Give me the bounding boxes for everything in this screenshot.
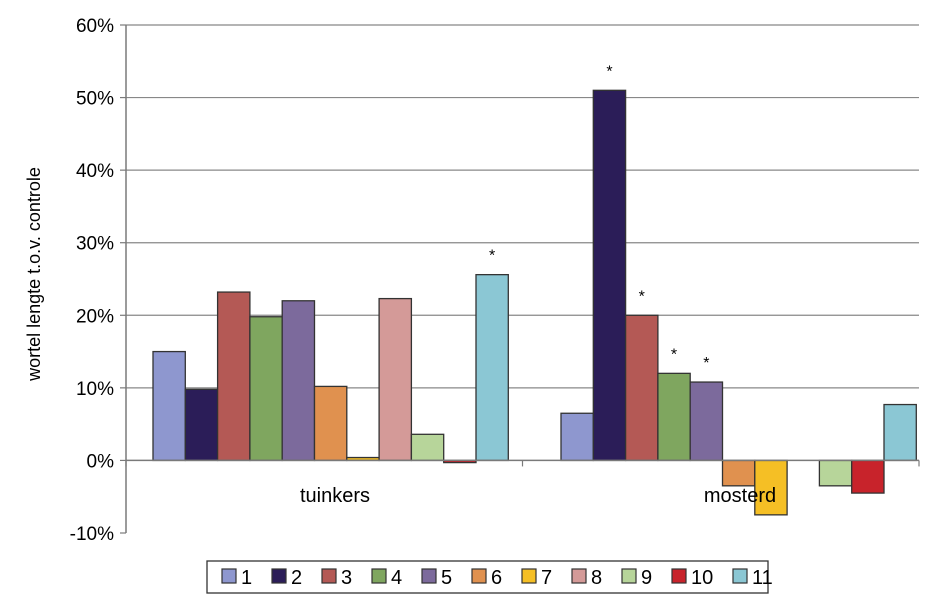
bar-tuinkers-3 (216, 291, 251, 462)
y-tick-label: 50% (76, 89, 114, 110)
bar-mosterd-6 (721, 459, 756, 487)
bar-mosterd-3 (624, 314, 659, 462)
y-tick-label: -10% (70, 524, 114, 545)
bar-mosterd-1 (560, 412, 594, 462)
legend-swatch (471, 568, 487, 584)
legend-swatch (371, 568, 387, 584)
significance-star: * (606, 63, 612, 80)
bar-mosterd-9 (818, 459, 853, 487)
legend: 1 2 3 4 5 6 7 8 9 10 11 (206, 560, 773, 594)
legend-label: 8 (591, 567, 602, 589)
legend-label: 9 (641, 567, 652, 589)
bar-tuinkers-4 (249, 316, 283, 462)
y-tick-label: 40% (76, 161, 114, 182)
legend-box (206, 560, 769, 594)
significance-star: * (703, 355, 709, 372)
bar-tuinkers-5 (281, 300, 316, 462)
legend-label: 5 (441, 567, 452, 589)
bar-tuinkers-9 (410, 433, 445, 462)
bar-tuinkers-2 (184, 388, 219, 462)
legend-label: 4 (391, 567, 402, 589)
bar-mosterd-5 (689, 381, 724, 462)
bar-tuinkers-11 (475, 273, 509, 462)
legend-label: 11 (752, 567, 773, 589)
legend-label: 1 (241, 567, 252, 589)
legend-swatch (621, 568, 637, 584)
y-tick-label: 0% (87, 451, 115, 472)
legend-label: 2 (291, 567, 302, 589)
legend-swatch (321, 568, 337, 584)
legend-swatch (571, 568, 587, 584)
y-axis-label: wortel lengte t.o.v. controle (24, 167, 44, 382)
legend-label: 10 (691, 567, 713, 589)
y-tick-label: 20% (76, 306, 114, 327)
significance-star: * (671, 346, 677, 363)
bar-tuinkers-6 (313, 385, 348, 462)
category-labels: tuinkers mosterd (300, 485, 776, 507)
legend-swatch (671, 568, 687, 584)
bar-mosterd-11 (883, 403, 917, 462)
legend-label: 6 (491, 567, 502, 589)
legend-swatch (271, 568, 287, 584)
significance-markers: * * * * * (489, 63, 709, 372)
y-tick-label: 60% (76, 16, 114, 37)
legend-swatch (521, 568, 537, 584)
y-axis-ticks: 60% 50% 40% 30% 20% 10% 0% -10% (70, 16, 920, 545)
category-label: mosterd (704, 485, 776, 507)
legend-swatch (421, 568, 437, 584)
bar-mosterd-7 (754, 459, 788, 516)
bar-mosterd-2 (592, 89, 627, 462)
legend-label: 3 (341, 567, 352, 589)
category-label: tuinkers (300, 485, 370, 507)
bars (152, 89, 917, 516)
legend-swatch (221, 568, 237, 584)
significance-star: * (639, 288, 645, 305)
bar-mosterd-10 (851, 459, 885, 494)
legend-swatch (732, 568, 748, 584)
legend-label: 7 (541, 567, 552, 589)
y-tick-label: 10% (76, 379, 114, 400)
y-tick-label: 30% (76, 234, 114, 255)
bar-tuinkers-1 (152, 350, 186, 462)
significance-star: * (489, 248, 495, 265)
bar-tuinkers-8 (378, 297, 413, 462)
bar-mosterd-4 (657, 372, 691, 462)
